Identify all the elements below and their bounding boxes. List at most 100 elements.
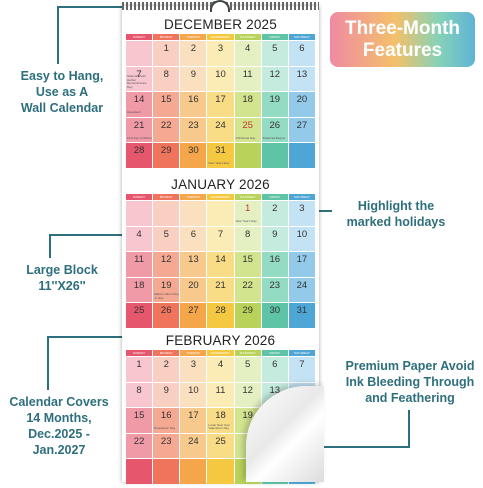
day-cell: 31 bbox=[288, 303, 315, 328]
day-cell: 1 bbox=[153, 41, 180, 66]
holiday-note: Presidents' Day bbox=[154, 426, 176, 431]
day-cell: 30 bbox=[180, 143, 207, 168]
day-number: 5 bbox=[163, 228, 169, 240]
day-cell: 14 Hanukkah bbox=[126, 92, 153, 117]
weekday-label: FRIDAY bbox=[261, 350, 288, 356]
day-cell: 12 bbox=[234, 382, 261, 408]
day-number: 29 bbox=[242, 305, 253, 317]
day-cell: 17 bbox=[288, 252, 315, 277]
day-number: 11 bbox=[134, 254, 144, 266]
day-cell: 3 bbox=[207, 41, 234, 66]
day-cell: 25 bbox=[207, 433, 234, 459]
callout-line: Calendar Covers bbox=[9, 395, 109, 409]
day-number: 23 bbox=[160, 435, 172, 447]
day-cell: 7 bbox=[288, 357, 315, 382]
holiday-note: New Year's Day bbox=[235, 219, 257, 224]
day-cell: 15 bbox=[126, 408, 153, 433]
day-number: 18 bbox=[215, 410, 226, 422]
day-cell: 23 bbox=[153, 433, 180, 459]
day-number: 15 bbox=[133, 410, 145, 422]
callout-line: and Feathering bbox=[365, 391, 455, 405]
callout-premium-paper: Premium Paper Avoid Ink Bleeding Through… bbox=[340, 358, 480, 406]
weekday-label: WEDNESDAY bbox=[207, 34, 234, 40]
day-cell bbox=[153, 201, 180, 226]
day-number: 15 bbox=[160, 94, 172, 106]
day-cell: 29 bbox=[153, 143, 180, 168]
weekday-label: MONDAY bbox=[153, 350, 180, 356]
day-cell: 27 bbox=[180, 303, 207, 328]
day-number: 12 bbox=[269, 68, 281, 80]
month-title: DECEMBER 2025 bbox=[164, 17, 277, 32]
day-number: 11 bbox=[215, 384, 226, 396]
month-block: JANUARY 2026 SUNDAY MONDAY TUESDAY WEDNESDAY… bbox=[126, 176, 315, 328]
day-number: 21 bbox=[215, 279, 226, 291]
day-cell: 13 bbox=[288, 66, 315, 92]
callout-line: Large Block bbox=[26, 263, 98, 277]
day-number: 24 bbox=[296, 279, 308, 291]
day-number: 18 bbox=[133, 279, 145, 291]
day-number: 20 bbox=[296, 94, 308, 106]
day-number: 5 bbox=[272, 43, 278, 54]
weekday-label: SUNDAY bbox=[126, 34, 153, 40]
callout-line: Wall Calendar bbox=[20, 101, 104, 115]
day-cell: 3 bbox=[180, 357, 207, 382]
day-number: 30 bbox=[269, 305, 281, 317]
day-cell: 10 bbox=[180, 382, 207, 408]
hanger-hook bbox=[210, 0, 230, 12]
day-number: 19 bbox=[242, 410, 253, 422]
day-number: 10 bbox=[188, 384, 199, 396]
month-block: DECEMBER 2025 SUNDAY MONDAY TUESDAY WEDNESDA… bbox=[126, 16, 315, 168]
day-number: 4 bbox=[244, 43, 251, 54]
day-cell bbox=[207, 201, 234, 226]
connector-line bbox=[49, 234, 51, 258]
callout-line: Dec.2025 - Jan.2027 bbox=[28, 427, 90, 457]
day-number: 17 bbox=[215, 94, 226, 106]
day-cell: 21 First Day of Winter bbox=[126, 117, 153, 143]
holiday-note: Christmas Day bbox=[235, 135, 256, 140]
connector-line bbox=[296, 446, 410, 448]
day-cell bbox=[126, 41, 153, 66]
day-cell: 8 bbox=[153, 66, 180, 92]
holiday-note: New Year's Eve bbox=[208, 161, 230, 166]
day-cell: 5 bbox=[234, 357, 261, 382]
weekday-label: TUESDAY bbox=[180, 194, 207, 200]
day-cell: 9 bbox=[180, 66, 207, 92]
connector-line bbox=[49, 234, 133, 236]
callout-line: Easy to Hang, bbox=[20, 69, 104, 83]
day-number: 15 bbox=[242, 254, 253, 266]
day-cell: 8 bbox=[234, 226, 261, 252]
day-cell: 1 bbox=[126, 357, 153, 382]
day-number: 30 bbox=[188, 145, 199, 157]
day-number: 28 bbox=[215, 305, 226, 317]
weekday-label: MONDAY bbox=[153, 34, 180, 40]
weekday-label: SUNDAY bbox=[126, 350, 153, 356]
day-cell: 22 bbox=[234, 277, 261, 303]
day-cell: 7 bbox=[207, 226, 234, 252]
day-number: 23 bbox=[188, 119, 199, 131]
day-cell: 22 bbox=[126, 433, 153, 459]
day-cell: 10 bbox=[207, 66, 234, 92]
day-number: 2 bbox=[272, 203, 278, 214]
weekday-label: FRIDAY bbox=[261, 194, 288, 200]
day-number: 24 bbox=[215, 119, 226, 131]
day-number: 8 bbox=[136, 384, 142, 396]
day-cell: 17 bbox=[180, 408, 207, 433]
holiday-note: First Day of Winter bbox=[127, 135, 152, 140]
day-number: 7 bbox=[136, 68, 142, 80]
day-cell: 18 bbox=[126, 277, 153, 303]
holiday-note: National Pearl Harbor Remembrance Day bbox=[127, 74, 147, 89]
day-number: 10 bbox=[215, 68, 226, 80]
day-cell: 31 New Year's Eve bbox=[207, 143, 234, 168]
day-cell: 11 bbox=[126, 252, 153, 277]
day-number: 19 bbox=[160, 279, 172, 291]
day-cell: 23 bbox=[261, 277, 288, 303]
day-number: 16 bbox=[160, 410, 172, 422]
day-cell: 29 bbox=[234, 303, 261, 328]
day-cell: 6 bbox=[261, 357, 288, 382]
day-cell: 15 bbox=[234, 252, 261, 277]
connector-line bbox=[408, 410, 410, 446]
day-cell: 26 bbox=[153, 303, 180, 328]
weekday-header: SUNDAY MONDAY TUESDAY WEDNESDAY THURSDAY FRID… bbox=[126, 350, 315, 356]
three-month-badge: Three-Month Features bbox=[330, 12, 475, 67]
weekday-label: WEDNESDAY bbox=[207, 350, 234, 356]
